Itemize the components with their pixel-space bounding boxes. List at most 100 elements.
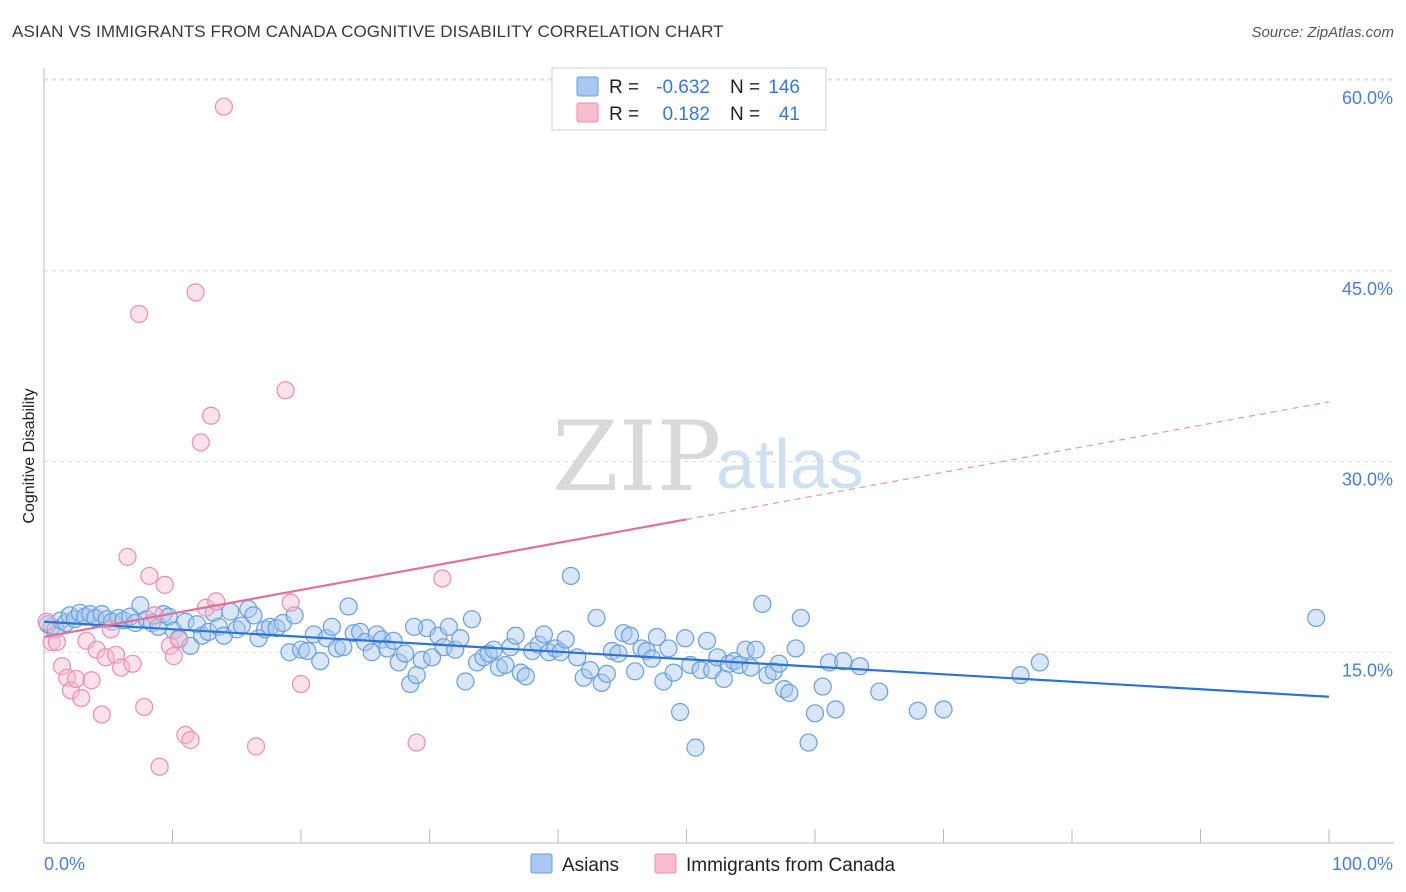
chart-title: ASIAN VS IMMIGRANTS FROM CANADA COGNITIV… xyxy=(12,22,724,41)
point-canada-25 xyxy=(164,646,183,666)
point-canada-35 xyxy=(246,737,266,756)
bottom-legend-label-asians: Asians xyxy=(562,855,619,876)
point-canada-34 xyxy=(214,97,233,116)
point-canada-39 xyxy=(407,733,426,752)
legend-swatch-canada xyxy=(576,102,599,123)
point-asians-148 xyxy=(1307,608,1326,628)
point-asians-143 xyxy=(870,682,889,701)
legend-n-value-canada: 41 xyxy=(779,104,800,125)
point-asians-84 xyxy=(506,626,525,645)
point-canada-38 xyxy=(291,674,311,694)
y-tick-label-60: 60.0% xyxy=(1342,88,1393,108)
point-asians-51 xyxy=(322,617,341,636)
point-asians-138 xyxy=(813,677,832,696)
legend-n-value-asians: 146 xyxy=(768,77,800,98)
point-asians-58 xyxy=(362,643,381,662)
point-asians-64 xyxy=(395,644,415,663)
point-canada-27 xyxy=(176,725,195,745)
x-tick-label-min: 0.0% xyxy=(44,854,85,874)
bottom-legend-label-canada: Immigrants from Canada xyxy=(686,855,896,876)
point-asians-75 xyxy=(456,672,475,691)
point-asians-141 xyxy=(834,652,853,671)
point-asians-49 xyxy=(311,652,330,671)
point-asians-72 xyxy=(439,617,458,636)
legend-n-label-asians: N = xyxy=(730,77,760,98)
point-canada-40 xyxy=(433,569,452,588)
point-asians-136 xyxy=(799,733,818,752)
source-label: Source: ZipAtlas.com xyxy=(1251,24,1394,41)
legend-r-value-canada: 0.182 xyxy=(662,104,710,125)
point-asians-145 xyxy=(934,700,953,719)
point-asians-104 xyxy=(620,626,640,645)
series-canada-points xyxy=(37,97,452,776)
point-asians-47 xyxy=(298,641,317,661)
point-asians-147 xyxy=(1030,653,1049,672)
point-asians-38 xyxy=(244,606,263,625)
trend-line-asians xyxy=(43,620,1330,698)
x-tick-label-max: 100.0% xyxy=(1332,854,1393,874)
point-canada-37 xyxy=(281,593,300,612)
point-asians-86 xyxy=(516,667,535,686)
point-canada-17 xyxy=(123,654,142,673)
point-asians-127 xyxy=(746,640,765,659)
point-canada-24 xyxy=(160,636,180,655)
point-asians-44 xyxy=(280,643,299,662)
point-canada-1 xyxy=(42,632,61,652)
point-asians-109 xyxy=(647,627,667,647)
point-asians-60 xyxy=(372,630,392,649)
point-canada-29 xyxy=(186,283,205,302)
y-tick-label-15: 15.0% xyxy=(1342,660,1393,680)
point-asians-82 xyxy=(496,655,515,675)
point-canada-26 xyxy=(169,630,189,649)
point-asians-63 xyxy=(389,653,408,672)
y-axis-title: Cognitive Disability xyxy=(21,388,38,523)
point-canada-9 xyxy=(82,671,101,690)
point-asians-140 xyxy=(826,700,845,719)
point-asians-105 xyxy=(625,662,645,681)
point-asians-102 xyxy=(609,644,628,663)
point-canada-16 xyxy=(118,547,137,566)
point-asians-65 xyxy=(401,674,420,694)
point-canada-23 xyxy=(155,575,174,594)
x-tick-marks xyxy=(43,829,1330,843)
point-canada-20 xyxy=(140,566,159,586)
point-asians-133 xyxy=(780,683,799,703)
y-tick-label-45: 45.0% xyxy=(1342,279,1393,299)
point-canada-36 xyxy=(276,381,295,400)
point-asians-128 xyxy=(753,594,772,614)
point-asians-61 xyxy=(377,639,397,658)
point-canada-28 xyxy=(181,730,200,750)
point-asians-121 xyxy=(714,669,733,689)
point-asians-83 xyxy=(501,638,520,657)
point-asians-76 xyxy=(462,610,482,629)
bottom-legend-swatch-canada xyxy=(654,853,677,874)
point-asians-100 xyxy=(597,664,616,683)
point-asians-98 xyxy=(587,608,606,628)
point-asians-53 xyxy=(334,638,353,657)
point-asians-34 xyxy=(221,602,240,621)
point-asians-142 xyxy=(850,657,870,676)
y-tick-labels: 15.0% 30.0% 45.0% 60.0% xyxy=(1342,88,1393,680)
point-asians-99 xyxy=(592,673,611,692)
point-canada-18 xyxy=(129,304,149,324)
bottom-legend-swatch-asians xyxy=(530,853,553,874)
gridlines xyxy=(44,78,1394,653)
point-asians-137 xyxy=(805,704,825,723)
legend-r-value-asians: -0.632 xyxy=(656,77,710,98)
point-canada-3 xyxy=(52,657,72,676)
point-asians-93 xyxy=(556,630,575,649)
point-canada-32 xyxy=(201,406,221,425)
point-asians-116 xyxy=(686,738,705,757)
point-canada-30 xyxy=(191,433,210,452)
point-asians-66 xyxy=(407,666,426,685)
point-canada-11 xyxy=(92,705,111,724)
point-asians-96 xyxy=(574,668,593,687)
trend-line-canada-solid xyxy=(43,518,687,639)
legend-n-label-canada: N = xyxy=(730,104,760,125)
point-asians-3 xyxy=(51,611,70,630)
point-canada-5 xyxy=(61,681,81,700)
y-tick-label-30: 30.0% xyxy=(1342,470,1393,490)
point-asians-46 xyxy=(291,640,311,659)
point-asians-69 xyxy=(422,648,442,667)
point-asians-124 xyxy=(730,655,749,675)
